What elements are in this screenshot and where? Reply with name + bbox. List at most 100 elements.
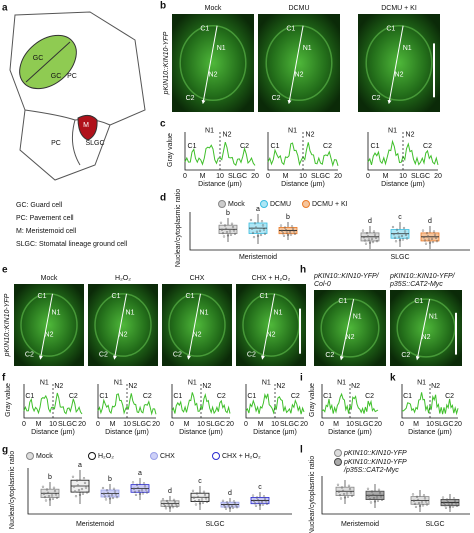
column-title: Mock [205,5,222,12]
point [233,232,237,235]
cell-boundary [320,298,380,358]
point [373,500,377,503]
point [421,229,425,232]
region-label: SLGC [206,421,225,428]
point [452,497,456,500]
point [259,233,263,237]
column-title: DCMU [289,5,310,12]
point [224,227,228,230]
point [254,504,258,507]
point [233,502,237,505]
x-tick-label: 0 [320,421,324,428]
significance-letter: a [138,470,142,477]
point [402,226,406,230]
point [427,238,431,241]
point [73,490,77,493]
significance-letter: d [428,218,432,225]
cell-outline [9,11,146,181]
point [367,238,371,241]
marker-label: N1 [403,45,412,52]
cell-boundary [179,25,247,101]
point [253,502,257,505]
point [76,484,80,487]
point [422,494,426,497]
point [232,500,236,503]
column-title: Mock [41,275,58,282]
point [133,490,137,493]
point [367,494,371,497]
legend-marker [302,200,310,208]
point [195,492,199,495]
point [255,230,259,233]
peak-label: N2 [276,383,285,390]
point [434,236,438,240]
profile-arrow [260,293,275,360]
axes [27,468,292,515]
point [170,503,174,507]
legend-text: pKIN10::KIN10-YFP [343,459,407,466]
axes [189,212,470,251]
point [201,501,205,504]
point [378,492,382,495]
point [372,230,376,233]
point [451,505,455,508]
column-title: pKIN10::KIN10-YFP/ [313,273,380,280]
x-tick-label: 10 [197,421,205,428]
marker-label: N2 [267,332,276,339]
cell-wall [24,109,111,166]
point [140,489,144,492]
legend-text: Mock [36,453,53,460]
point [80,487,84,491]
significance-letter: b [108,476,112,483]
marker-label: N1 [200,310,209,317]
point [373,233,377,236]
point [368,498,372,501]
marker-label: N1 [353,313,362,320]
column-title: pKIN10::KIN10-YFP/ [389,273,456,280]
point [283,226,287,229]
peak-label: N1 [388,128,397,135]
marker-label: C1 [386,26,395,33]
point [252,236,256,239]
axes [401,384,458,419]
point [250,227,254,230]
peak-label: C2 [365,393,374,400]
point [103,495,107,498]
significance-letter: a [256,206,260,213]
y-axis-label: Nuclear/cytoplasmic ratio [9,451,16,529]
point [286,234,290,237]
x-tick-label: 0 [266,173,270,180]
profile-trace [97,393,157,416]
group-label: SLGC [205,521,224,528]
point [371,493,375,496]
legend-marker [334,449,342,457]
point [42,492,46,495]
x-axis-label: Distance (μm) [179,429,223,436]
point [428,241,432,244]
point [293,232,297,235]
panel-label: i [300,373,303,384]
significance-letter: b [286,214,290,221]
significance-letter: d [168,488,172,495]
x-tick-label: 10 [346,421,354,428]
peak-label: N2 [431,383,440,390]
point [420,501,424,504]
point [377,488,381,491]
point [84,486,88,489]
point [223,505,227,508]
point [442,501,446,504]
legend-marker [150,452,158,460]
point [78,493,82,496]
point [171,506,175,509]
peak-label: N1 [288,128,297,135]
point [262,228,266,231]
point [423,497,427,500]
legend-text: pKIN10::KIN10-YFP [343,450,407,457]
point [372,497,376,500]
point [162,502,166,505]
point [400,234,404,238]
legend-text: DCMU + KI [312,201,348,208]
x-tick-label: 10 [399,173,407,180]
point [71,475,75,478]
marker-label: N2 [193,332,202,339]
